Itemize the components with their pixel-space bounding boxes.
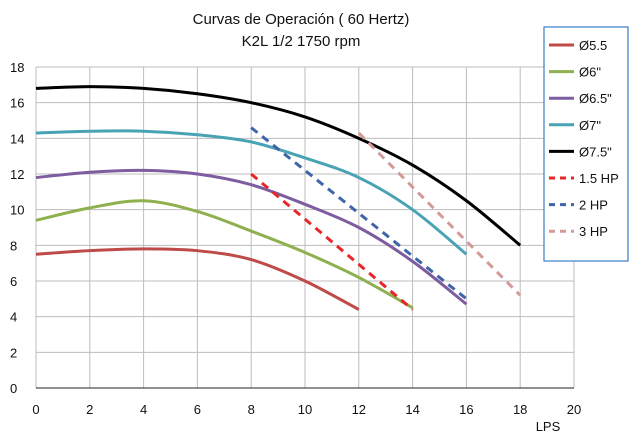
series-line-7 <box>35 129 468 256</box>
y-tick-label: 4 <box>10 310 17 325</box>
x-tick-label: 8 <box>248 402 255 417</box>
x-axis-label: LPS <box>536 419 561 434</box>
x-tick-label: 4 <box>140 402 147 417</box>
legend-label: 2 HP <box>579 198 608 213</box>
series-line-7-5 <box>35 85 522 247</box>
series-line-1-5-hp <box>250 172 414 311</box>
y-tick-label: 8 <box>10 238 17 253</box>
chart-subtitle: K2L 1/2 1750 rpm <box>242 33 361 50</box>
legend-label: Ø6.5" <box>579 91 612 106</box>
series-group <box>35 85 522 311</box>
series-line-2-hp <box>250 126 468 301</box>
y-tick-label: 12 <box>10 167 24 182</box>
legend-box <box>543 26 629 262</box>
grid-lines <box>35 66 575 388</box>
y-tick-label: 0 <box>10 381 17 396</box>
series-line-3-hp <box>357 131 522 297</box>
legend-label: 1.5 HP <box>579 171 619 186</box>
series-line-5-5 <box>35 247 360 311</box>
y-tick-label: 18 <box>10 60 24 75</box>
y-tick-label: 14 <box>10 131 24 146</box>
x-tick-label: 0 <box>32 402 39 417</box>
legend-label: Ø7" <box>579 118 601 133</box>
chart-title: Curvas de Operación ( 60 Hertz) <box>193 11 410 28</box>
x-tick-label: 16 <box>459 402 473 417</box>
series-line-6-5 <box>35 168 468 306</box>
y-tick-label: 10 <box>10 203 24 218</box>
y-tick-label: 6 <box>10 274 17 289</box>
x-tick-label: 14 <box>405 402 419 417</box>
legend: Ø5.5 Ø6" Ø6.5" Ø7" Ø7.5" 1.5 HP 2 HP 3 HP <box>543 26 629 262</box>
legend-label: 3 HP <box>579 224 608 239</box>
series-line-6 <box>35 199 414 310</box>
x-tick-label: 6 <box>194 402 201 417</box>
y-tick-label: 2 <box>10 345 17 360</box>
x-tick-label: 2 <box>86 402 93 417</box>
x-tick-label: 18 <box>513 402 527 417</box>
x-tick-label: 20 <box>567 402 581 417</box>
legend-label: Ø6" <box>579 65 601 80</box>
x-tick-label: 10 <box>298 402 312 417</box>
legend-label: Ø5.5 <box>579 38 607 53</box>
x-tick-label: 12 <box>352 402 366 417</box>
legend-label: Ø7.5" <box>579 144 612 159</box>
tick-labels: 0 2 4 6 8 10 12 14 16 18 0 2 4 6 8 10 12 14 16 18 20 <box>10 60 581 417</box>
y-tick-label: 16 <box>10 96 24 111</box>
